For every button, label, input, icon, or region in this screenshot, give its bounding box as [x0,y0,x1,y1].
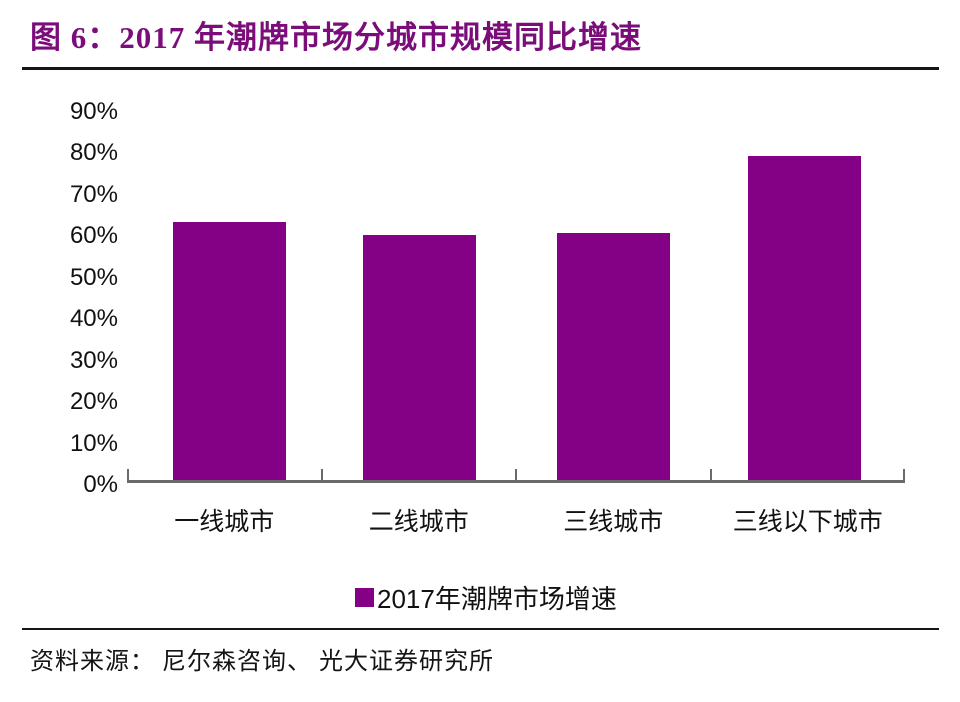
plot-area [127,112,905,483]
x-category-label: 二线城市 [368,508,469,536]
x-axis-tick [320,469,323,480]
y-tick-label: 70% [69,180,118,208]
x-axis-tick [709,469,712,480]
title-divider [22,67,939,70]
x-axis-category-labels: 一线城市 二线城市 三线城市 三线以下城市 [127,502,905,538]
x-category-label: 三线以下城市 [732,508,883,536]
x-axis-tick [127,469,129,480]
data-source-note: 资料来源： 尼尔森咨询、 光大证券研究所 [30,649,494,675]
chart-title: 图 6：2017 年潮牌市场分城市规模同比增速 [30,20,642,55]
y-tick-label: 40% [69,305,118,333]
bar-tier3-city [557,232,670,480]
x-axis-tick [515,469,517,480]
y-tick-label: 20% [69,388,118,416]
x-category-label: 一线城市 [174,508,275,536]
x-category-label: 三线城市 [563,508,664,536]
bar-below-tier3-city [748,156,861,480]
y-tick-label: 30% [69,346,118,374]
y-axis-tick-labels: 90% 80% 70% 60% 50% 40% 30% 20% 10% 0% [30,98,118,499]
legend-color-swatch [355,588,374,607]
bar-tier1-city [173,222,286,480]
y-tick-label: 60% [69,222,118,250]
footer-divider [22,628,939,630]
x-axis-tick [903,469,905,480]
y-tick-label: 10% [69,429,118,457]
y-tick-label: 90% [69,98,118,125]
y-tick-label: 80% [69,139,118,167]
chart-legend: 2017年潮牌市场增速 [355,579,617,616]
bar-tier2-city [363,234,476,480]
legend-series-label: 2017年潮牌市场增速 [377,584,617,614]
y-tick-label: 0% [83,470,118,498]
y-tick-label: 50% [69,263,118,291]
